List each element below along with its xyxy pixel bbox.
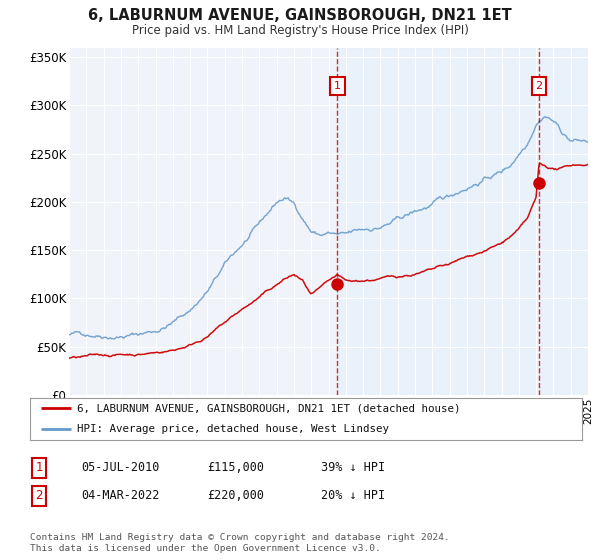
Text: £115,000: £115,000 bbox=[207, 461, 264, 474]
Text: 39% ↓ HPI: 39% ↓ HPI bbox=[321, 461, 385, 474]
Text: Contains HM Land Registry data © Crown copyright and database right 2024.
This d: Contains HM Land Registry data © Crown c… bbox=[30, 533, 450, 553]
Text: 05-JUL-2010: 05-JUL-2010 bbox=[81, 461, 160, 474]
Text: 2: 2 bbox=[535, 81, 542, 91]
Text: 04-MAR-2022: 04-MAR-2022 bbox=[81, 489, 160, 502]
Text: 20% ↓ HPI: 20% ↓ HPI bbox=[321, 489, 385, 502]
Text: HPI: Average price, detached house, West Lindsey: HPI: Average price, detached house, West… bbox=[77, 424, 389, 434]
Text: Price paid vs. HM Land Registry's House Price Index (HPI): Price paid vs. HM Land Registry's House … bbox=[131, 24, 469, 37]
Text: £220,000: £220,000 bbox=[207, 489, 264, 502]
Text: 6, LABURNUM AVENUE, GAINSBOROUGH, DN21 1ET: 6, LABURNUM AVENUE, GAINSBOROUGH, DN21 1… bbox=[88, 8, 512, 24]
Text: 6, LABURNUM AVENUE, GAINSBOROUGH, DN21 1ET (detached house): 6, LABURNUM AVENUE, GAINSBOROUGH, DN21 1… bbox=[77, 403, 460, 413]
Text: 1: 1 bbox=[35, 461, 43, 474]
Text: 1: 1 bbox=[334, 81, 341, 91]
Bar bbox=[337, 48, 588, 395]
Text: 2: 2 bbox=[35, 489, 43, 502]
